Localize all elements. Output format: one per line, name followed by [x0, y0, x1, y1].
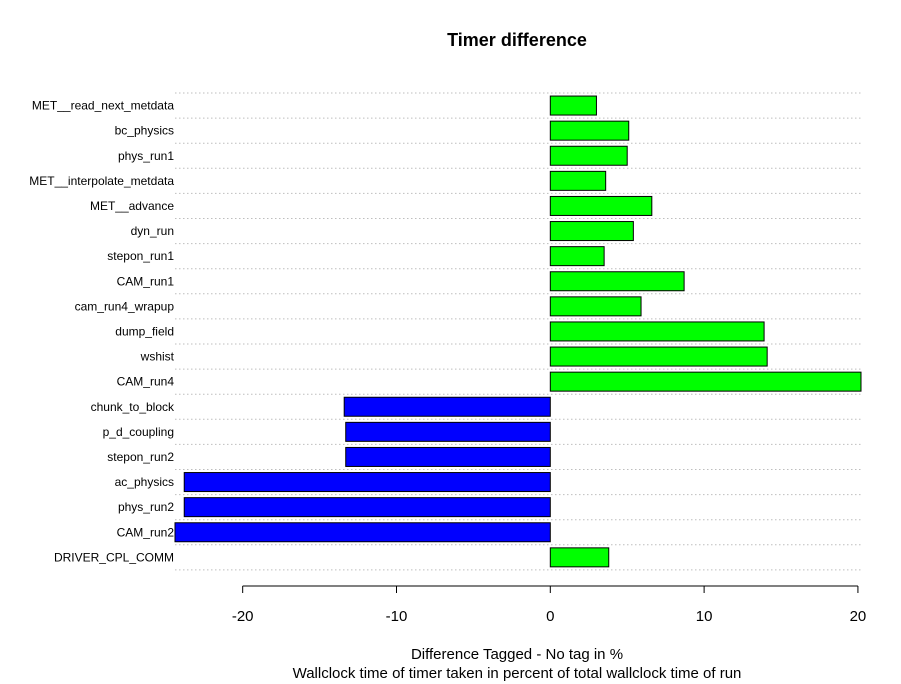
category-label: wshist — [140, 350, 175, 364]
category-label: CAM_run1 — [117, 274, 175, 288]
chart-title: Timer difference — [447, 30, 587, 50]
category-label: CAM_run2 — [117, 525, 175, 539]
category-label: MET__advance — [90, 199, 174, 213]
category-label: MET__interpolate_metdata — [29, 174, 174, 188]
category-label: cam_run4_wrapup — [75, 299, 175, 313]
category-label: p_d_coupling — [103, 425, 174, 439]
bar-dump_field — [549, 321, 765, 342]
category-label: phys_run1 — [118, 149, 174, 163]
x-tick-label: -20 — [232, 608, 254, 625]
x-tick-label: 20 — [850, 608, 867, 625]
bar-stepon_run1 — [549, 246, 605, 267]
bar-MET__read_next_metdata — [549, 95, 597, 116]
x-axis-title: Difference Tagged - No tag in % — [411, 646, 623, 663]
bar-MET__interpolate_metdata — [549, 170, 607, 191]
category-label: bc_physics — [115, 124, 174, 138]
category-label: stepon_run1 — [107, 249, 174, 263]
x-axis-subtitle: Wallclock time of timer taken in percent… — [293, 665, 742, 682]
category-label: phys_run2 — [118, 500, 174, 514]
bars — [174, 95, 862, 568]
bar-DRIVER_CPL_COMM — [549, 547, 610, 568]
bar-bc_physics — [549, 120, 630, 141]
bar-CAM_run4 — [549, 371, 862, 392]
x-tick-label: 10 — [696, 608, 713, 625]
category-label: ac_physics — [115, 475, 174, 489]
bar-p_d_coupling — [345, 421, 551, 442]
bar-CAM_run1 — [549, 271, 685, 292]
bar-MET__advance — [549, 195, 653, 216]
category-label: MET__read_next_metdata — [32, 99, 174, 113]
x-tick-label: -10 — [386, 608, 408, 625]
bar-wshist — [549, 346, 768, 367]
bar-dyn_run — [549, 221, 634, 242]
bar-CAM_run2 — [174, 522, 551, 543]
bar-ac_physics — [183, 472, 551, 493]
bar-stepon_run2 — [345, 446, 551, 467]
bar-cam_run4_wrapup — [549, 296, 642, 317]
x-tick-label: 0 — [546, 608, 554, 625]
category-label: stepon_run2 — [107, 450, 174, 464]
x-axis: -20 -10 0 10 20 — [232, 585, 867, 625]
bar-phys_run1 — [549, 145, 628, 166]
category-label: dump_field — [115, 324, 174, 338]
category-label: DRIVER_CPL_COMM — [54, 550, 174, 564]
category-label: chunk_to_block — [91, 400, 175, 414]
category-label: CAM_run4 — [117, 375, 175, 389]
bar-chunk_to_block — [343, 396, 551, 417]
bar-phys_run2 — [183, 497, 551, 518]
category-labels: MET__read_next_metdata bc_physics phys_run… — [29, 99, 175, 565]
category-label: dyn_run — [131, 224, 174, 238]
